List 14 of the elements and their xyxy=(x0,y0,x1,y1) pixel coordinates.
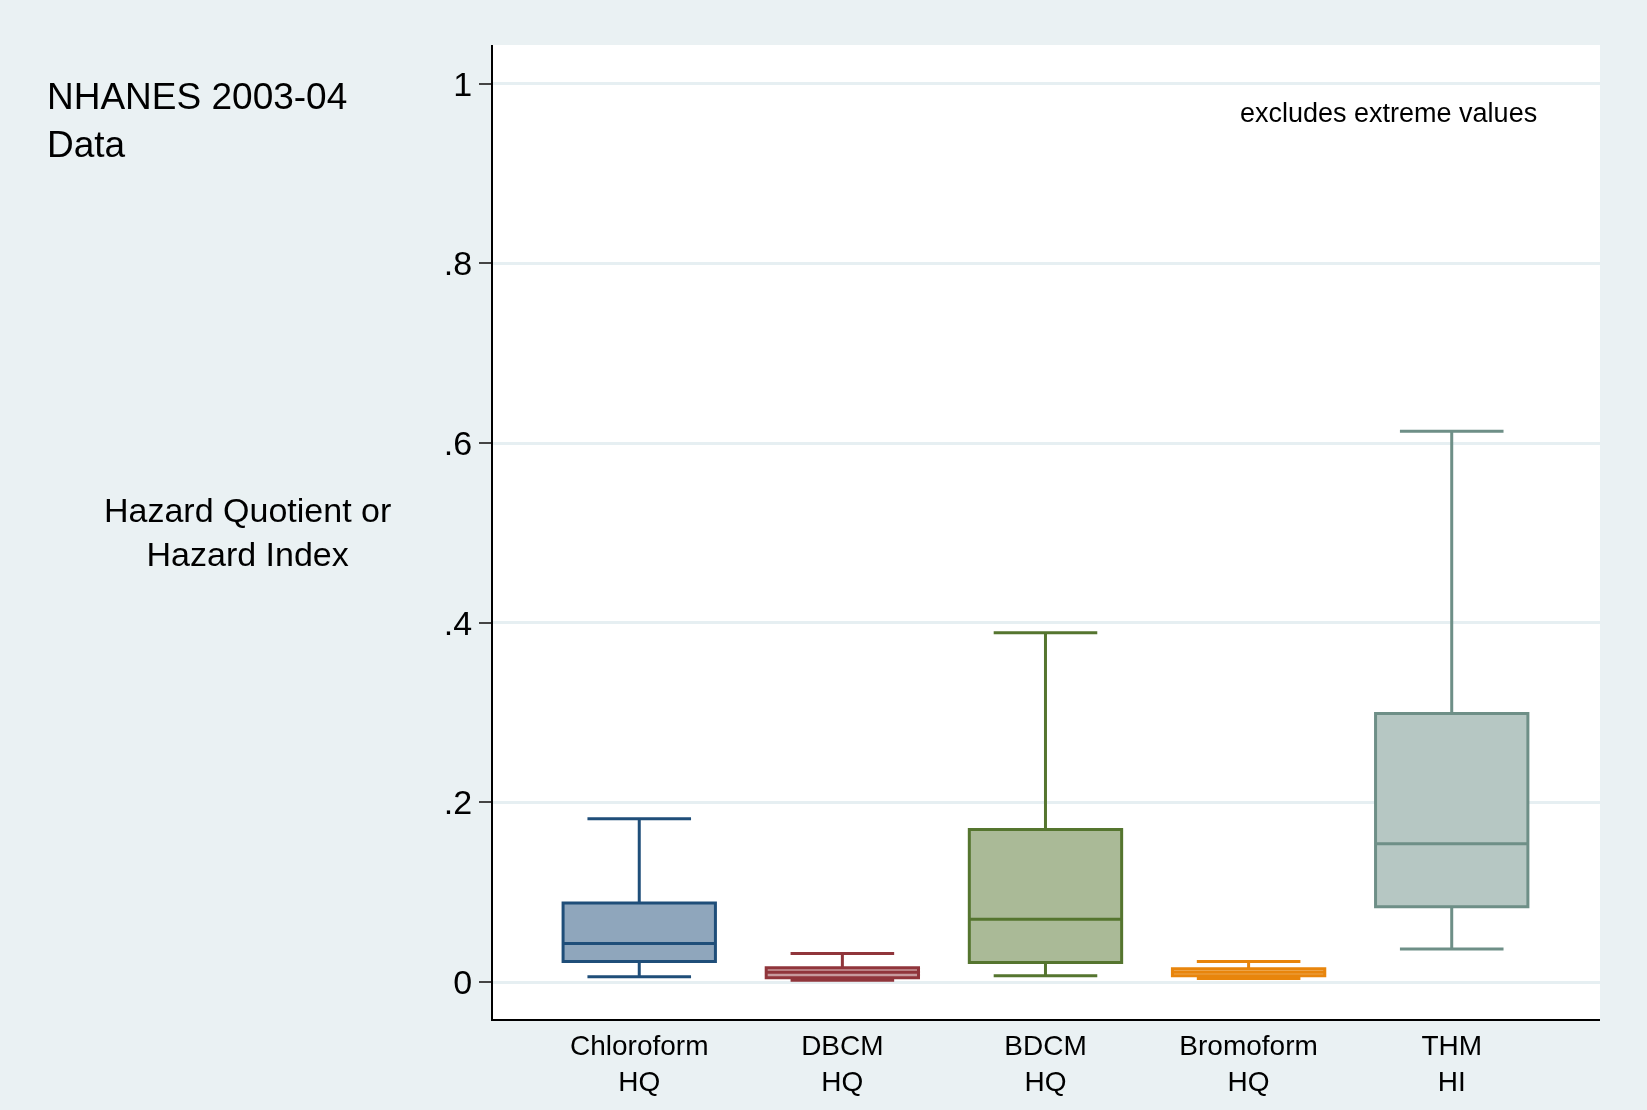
y-tick-label: .4 xyxy=(443,603,473,642)
y-tick-label: .6 xyxy=(443,423,473,462)
x-tick-label: DBCM HQ xyxy=(801,1029,884,1097)
y-axis-title: Hazard Quotient or Hazard Index xyxy=(104,491,392,574)
y-tick-label: 1 xyxy=(453,64,473,103)
text: NHANES 2003-04 Data xyxy=(47,76,348,166)
x-tick-label: Bromoform HQ xyxy=(1179,1029,1318,1097)
y-tick-label: .8 xyxy=(443,244,473,283)
annotation: excludes extreme values xyxy=(1240,98,1538,128)
x-tick-label: BDCM HQ xyxy=(1004,1029,1087,1097)
y-tick-label: 0 xyxy=(453,963,473,1002)
x-tick-label: THM HI xyxy=(1421,1029,1483,1097)
y-tick-label: .2 xyxy=(443,783,473,822)
x-tick-label: Chloroform HQ xyxy=(570,1029,709,1097)
